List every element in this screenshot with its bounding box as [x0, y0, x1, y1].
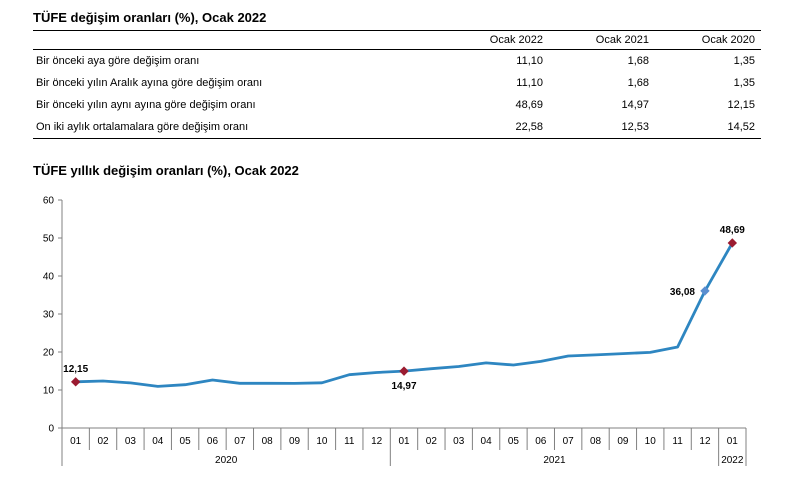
x-tick-label: 10 — [645, 436, 657, 447]
x-tick-label: 06 — [535, 436, 547, 447]
cell-value: 22,58 — [433, 116, 549, 139]
x-tick-label: 02 — [97, 436, 109, 447]
cell-value: 12,15 — [727, 99, 755, 111]
row-label: Bir önceki yılın aynı ayına göre değişim… — [36, 99, 256, 111]
x-tick-label: 04 — [152, 436, 164, 447]
y-tick-label: 10 — [43, 386, 55, 397]
data-label: 12,15 — [63, 364, 88, 375]
table-row: Bir önceki yılın Aralık ayına göre değiş… — [33, 72, 761, 94]
y-tick-label: 30 — [43, 310, 55, 321]
cell-value: 1,35 — [733, 77, 755, 89]
x-tick-label: 08 — [590, 436, 602, 447]
x-tick-label: 04 — [481, 436, 493, 447]
cpi-change-table: Ocak 2022 Ocak 2021 Ocak 2020 Bir önceki… — [33, 30, 761, 139]
cell-value: 12,53 — [549, 116, 655, 139]
x-tick-label: 07 — [234, 436, 246, 447]
y-tick-label: 0 — [48, 424, 54, 435]
x-tick-label: 07 — [563, 436, 575, 447]
x-tick-label: 09 — [289, 436, 301, 447]
table-row: Bir önceki yılın aynı ayına göre değişim… — [33, 94, 761, 116]
highlighted-point-marker — [727, 238, 738, 248]
year-label: 2021 — [543, 455, 566, 466]
x-tick-label: 03 — [453, 436, 465, 447]
x-tick-label: 03 — [125, 436, 137, 447]
table-row: Bir önceki aya göre değişim oranı 11,10 … — [33, 50, 761, 73]
series-line — [75, 242, 734, 388]
cell-value: 1,68 — [627, 55, 649, 67]
x-tick-label: 12 — [699, 436, 711, 447]
col-header: Ocak 2022 — [433, 30, 549, 50]
data-label: 48,69 — [720, 225, 745, 236]
cell-value: 14,52 — [655, 116, 761, 139]
x-tick-label: 01 — [727, 436, 739, 447]
table-header-row: Ocak 2022 Ocak 2021 Ocak 2020 — [33, 30, 761, 50]
x-tick-label: 11 — [672, 436, 683, 447]
y-tick-label: 40 — [43, 272, 55, 283]
x-tick-label: 10 — [316, 436, 328, 447]
cell-value: 1,35 — [733, 55, 755, 67]
row-label: Bir önceki aya göre değişim oranı — [36, 55, 200, 67]
cell-value: 1,68 — [627, 77, 649, 89]
cell-value: 11,10 — [516, 77, 543, 89]
chart-title: TÜFE yıllık değişim oranları (%), Ocak 2… — [33, 163, 299, 178]
cell-value: 14,97 — [621, 99, 649, 111]
x-tick-label: 01 — [70, 436, 82, 447]
data-label: 36,08 — [670, 287, 695, 298]
x-tick-label: 05 — [508, 436, 520, 447]
table-header-blank — [33, 30, 433, 50]
highlighted-point-marker — [70, 377, 81, 387]
x-tick-label: 02 — [426, 436, 438, 447]
year-label: 2022 — [721, 455, 744, 466]
row-label: Bir önceki yılın Aralık ayına göre değiş… — [36, 77, 263, 89]
table-title: TÜFE değişim oranları (%), Ocak 2022 — [33, 10, 267, 25]
cell-value: 48,69 — [515, 99, 543, 111]
data-point-marker — [700, 286, 710, 296]
x-tick-label: 09 — [617, 436, 629, 447]
year-label: 2020 — [215, 455, 238, 466]
x-tick-label: 01 — [398, 436, 410, 447]
y-tick-label: 20 — [43, 348, 55, 359]
data-label: 14,97 — [391, 381, 416, 392]
cell-value: 11,10 — [516, 55, 543, 67]
y-tick-label: 60 — [43, 196, 55, 207]
highlighted-point-marker — [399, 366, 409, 376]
x-tick-label: 06 — [207, 436, 219, 447]
y-tick-label: 50 — [43, 234, 55, 245]
row-label: On iki aylık ortalamalara göre değişim o… — [33, 116, 433, 139]
col-header: Ocak 2020 — [655, 30, 761, 50]
table-row: On iki aylık ortalamalara göre değişim o… — [33, 116, 761, 139]
x-tick-label: 12 — [371, 436, 383, 447]
x-tick-label: 05 — [180, 436, 192, 447]
col-header: Ocak 2021 — [549, 30, 655, 50]
x-tick-label: 08 — [262, 436, 274, 447]
x-tick-label: 11 — [344, 436, 355, 447]
